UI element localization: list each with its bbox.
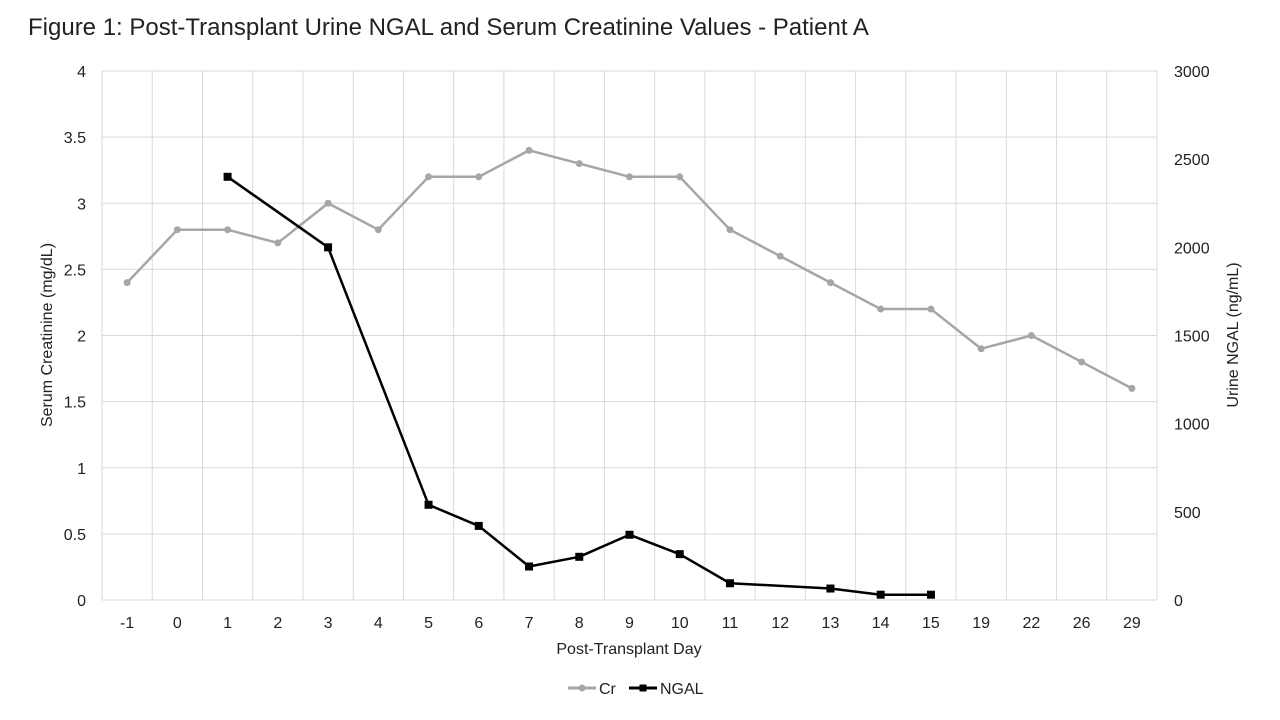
y-tick-label: 2 (77, 329, 86, 346)
x-tick-label: 8 (575, 615, 584, 632)
y-tick-label: 2.5 (64, 262, 86, 279)
y2-tick-label: 0 (1174, 593, 1183, 610)
y-tick-label: 4 (77, 64, 86, 81)
x-tick-label: -1 (120, 615, 134, 632)
data-point-cr (324, 199, 332, 207)
y-tick-label: 3 (77, 196, 86, 213)
y-tick-label: 0 (77, 593, 86, 610)
x-tick-label: 3 (324, 615, 333, 632)
data-point-ngal (525, 562, 534, 571)
data-point-cr (776, 252, 784, 260)
data-point-ngal (575, 552, 584, 561)
series-layer (123, 146, 1136, 599)
data-point-ngal (926, 590, 935, 599)
legend-marker-cr (578, 684, 586, 692)
legend-marker-ngal (639, 684, 647, 692)
data-point-cr (927, 305, 935, 313)
data-point-cr (877, 305, 885, 313)
x-tick-label: 6 (474, 615, 483, 632)
x-tick-label: 15 (922, 615, 940, 632)
data-point-ngal (424, 500, 433, 509)
x-tick-label: 10 (671, 615, 689, 632)
y2-tick-label: 2500 (1174, 152, 1210, 169)
legend: Cr NGAL (568, 681, 704, 698)
y-axis-label: Serum Creatinine (mg/dL) (39, 243, 56, 427)
y2-tick-label: 3000 (1174, 64, 1210, 81)
x-axis-label: Post-Transplant Day (556, 641, 701, 658)
data-point-ngal (324, 243, 333, 252)
data-point-cr (425, 173, 433, 181)
data-point-cr (575, 160, 583, 168)
legend-label-ngal: NGAL (660, 681, 704, 698)
data-point-cr (1078, 358, 1086, 366)
y-tick-label: 3.5 (64, 130, 86, 147)
y-tick-label: 1 (77, 461, 86, 478)
data-point-ngal (826, 584, 835, 593)
data-point-ngal (625, 530, 634, 539)
x-tick-label: 0 (173, 615, 182, 632)
data-point-cr (224, 226, 232, 234)
x-tick-label: 14 (872, 615, 890, 632)
x-tick-label: 7 (525, 615, 534, 632)
data-point-cr (977, 345, 985, 353)
data-point-cr (1027, 332, 1035, 339)
data-point-cr (374, 226, 382, 234)
data-point-cr (123, 279, 131, 287)
data-point-cr (475, 173, 483, 181)
data-point-cr (173, 226, 181, 234)
data-point-cr (726, 226, 734, 234)
chart-title: Figure 1: Post-Transplant Urine NGAL and… (28, 14, 869, 41)
x-tick-label: 12 (771, 615, 789, 632)
y2-tick-label: 2000 (1174, 240, 1210, 257)
data-point-cr (1128, 384, 1136, 392)
x-tick-label: 11 (722, 615, 739, 632)
y2-tick-label: 500 (1174, 505, 1201, 522)
y2-axis-label: Urine NGAL (ng/mL) (1225, 262, 1242, 407)
data-point-ngal (675, 550, 684, 559)
y2-tick-label: 1000 (1174, 417, 1210, 434)
data-point-cr (274, 239, 282, 247)
data-point-ngal (725, 579, 734, 588)
series-line-ngal (226, 175, 931, 596)
x-tick-label: 13 (822, 615, 840, 632)
x-tick-label: 26 (1073, 615, 1091, 632)
data-point-ngal (876, 590, 885, 599)
x-tick-label: 22 (1023, 615, 1041, 632)
data-point-cr (525, 146, 533, 154)
x-tick-label: 2 (273, 615, 282, 632)
data-point-ngal (223, 172, 232, 181)
x-tick-label: 4 (374, 615, 383, 632)
y-tick-label: 1.5 (64, 395, 86, 412)
y-tick-label: 0.5 (64, 527, 86, 544)
x-tick-label: 29 (1123, 615, 1141, 632)
x-tick-label: 9 (625, 615, 634, 632)
data-point-ngal (474, 521, 483, 530)
legend-label-cr: Cr (599, 681, 617, 698)
x-tick-label: 1 (223, 615, 232, 632)
data-point-cr (626, 173, 633, 181)
y2-tick-label: 1500 (1174, 329, 1210, 346)
data-point-cr (826, 279, 834, 287)
data-point-cr (676, 173, 684, 181)
x-tick-label: 5 (424, 615, 433, 632)
x-tick-label: 19 (972, 615, 990, 632)
tick-labels: 0 0.5 1 1.5 2 2.5 3 3.5 4 0 500 1000 1500 2000 2500 300… (64, 64, 1210, 632)
grid (101, 70, 1158, 601)
